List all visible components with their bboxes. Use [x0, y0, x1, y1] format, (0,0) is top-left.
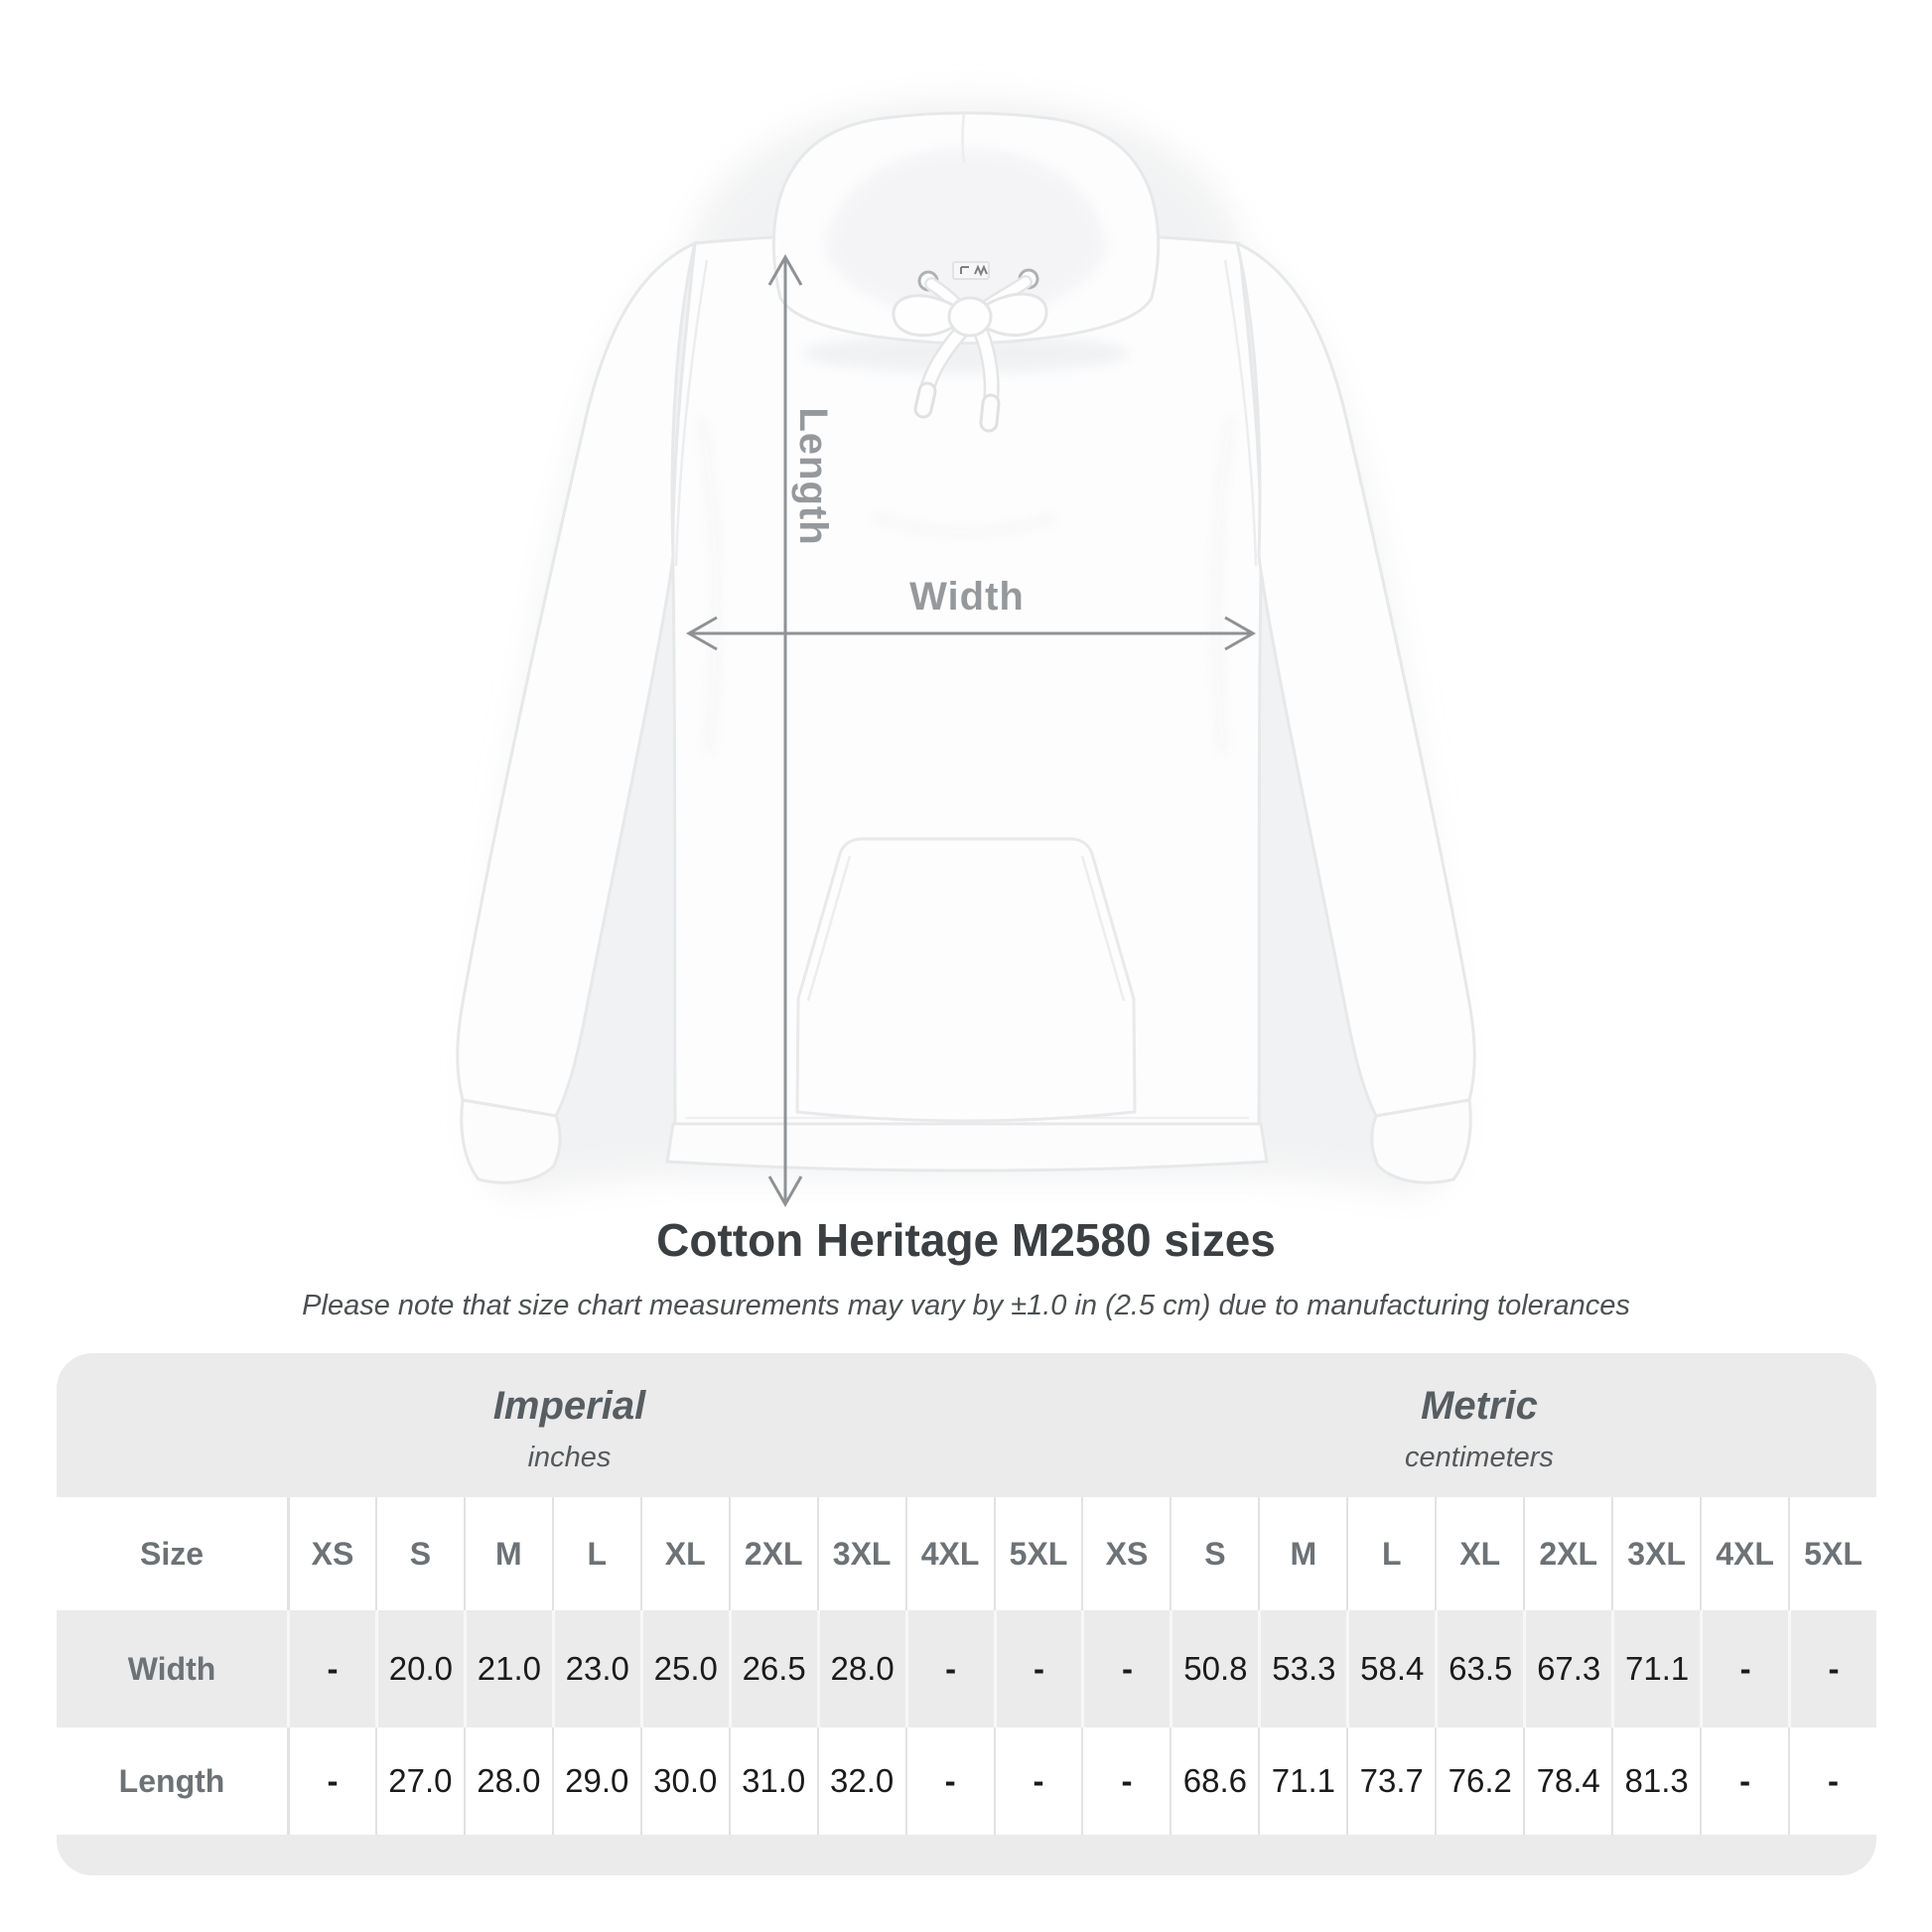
size-header-cell: 5XL [1788, 1497, 1876, 1610]
hoodie-hem-band [665, 1122, 1269, 1173]
width-value-cell: 67.3 [1523, 1610, 1611, 1727]
size-table-panel: Imperial inches Metric centimeters Size … [57, 1353, 1876, 1875]
unit-group-unit: inches [527, 1442, 612, 1473]
width-value-cell: 53.3 [1258, 1610, 1346, 1727]
size-header-cell: 3XL [816, 1497, 905, 1610]
size-header-cell: S [374, 1497, 464, 1610]
length-value-cell: - [1700, 1727, 1789, 1835]
size-header-cell: 2XL [1523, 1497, 1612, 1610]
length-value-cell: 28.0 [463, 1727, 552, 1835]
armhole-seam-right [1223, 259, 1258, 567]
size-header-cell: M [463, 1497, 552, 1610]
width-value-cell: - [1788, 1610, 1876, 1727]
width-value-cell: 28.0 [816, 1610, 905, 1727]
size-header-cell: XS [287, 1497, 375, 1610]
width-arrow [685, 616, 1257, 651]
size-header-cell: XL [1435, 1497, 1524, 1610]
hood-center-seam [961, 113, 966, 164]
width-value-cell: 50.8 [1170, 1610, 1258, 1727]
length-value-cell: 29.0 [551, 1727, 640, 1835]
length-row-label: Length [57, 1727, 287, 1835]
width-value-cell: 23.0 [551, 1610, 640, 1727]
page-title: Cotton Heritage M2580 sizes [656, 1214, 1276, 1266]
tolerance-note: Please note that size chart measurements… [302, 1290, 1630, 1321]
width-value-cell: 21.0 [463, 1610, 552, 1727]
length-value-cell: 27.0 [374, 1727, 464, 1835]
length-value-cell: 32.0 [816, 1727, 905, 1835]
armhole-seam-left [674, 259, 709, 567]
width-value-cell: 63.5 [1435, 1610, 1523, 1727]
length-value-cell: 73.7 [1346, 1727, 1436, 1835]
width-value-cell: - [1081, 1610, 1170, 1727]
pocket-stitch-left [806, 855, 852, 1002]
unit-group-metric: Metric centimeters [1082, 1353, 1876, 1497]
size-header-cell: L [551, 1497, 640, 1610]
width-value-cell: 26.5 [728, 1610, 817, 1727]
size-header-cell: 4XL [1700, 1497, 1789, 1610]
length-value-cell: 68.6 [1170, 1727, 1259, 1835]
length-value-cell: - [287, 1727, 375, 1835]
length-value-cell: - [904, 1727, 994, 1835]
length-value-cell: 71.1 [1258, 1727, 1347, 1835]
length-value-cell: 76.2 [1435, 1727, 1524, 1835]
unit-group-name: Imperial [492, 1384, 646, 1428]
length-arrow-label: Length [791, 407, 835, 545]
length-value-cell: - [1081, 1727, 1171, 1835]
hood-chest-shadow [802, 334, 1130, 373]
size-header-cell: XS [1081, 1497, 1171, 1610]
length-value-cell: - [1788, 1727, 1876, 1835]
size-row-label: Size [57, 1497, 287, 1610]
length-value-cell: 81.3 [1611, 1727, 1701, 1835]
unit-group-name: Metric [1421, 1384, 1538, 1428]
kangaroo-pocket [795, 837, 1137, 1123]
size-header-cell: XL [639, 1497, 729, 1610]
unit-group-imperial: Imperial inches [57, 1353, 1082, 1497]
unit-group-unit: centimeters [1405, 1442, 1554, 1473]
width-value-cell: 58.4 [1346, 1610, 1435, 1727]
size-header-cell: L [1346, 1497, 1436, 1610]
length-value-cell: 30.0 [639, 1727, 729, 1835]
hoodie-size-diagram: Length Width [456, 99, 1476, 1208]
width-value-cell: 20.0 [374, 1610, 464, 1727]
length-value-cell: 31.0 [728, 1727, 817, 1835]
width-value-cell: 71.1 [1611, 1610, 1700, 1727]
fabric-folds [698, 416, 1234, 756]
size-header-cell: 5XL [993, 1497, 1082, 1610]
width-value-cell: 25.0 [639, 1610, 729, 1727]
size-header-cell: S [1170, 1497, 1259, 1610]
pocket-stitch-right [1080, 855, 1126, 1002]
size-table: Size XS S M L XL 2XL 3XL 4XL 5XL XS S M … [57, 1497, 1876, 1835]
width-value-cell: - [287, 1610, 375, 1727]
length-value-cell: - [993, 1727, 1082, 1835]
width-arrow-label: Width [909, 575, 1025, 619]
unit-header-row: Imperial inches Metric centimeters [57, 1353, 1876, 1497]
width-value-cell: - [904, 1610, 994, 1727]
hoodie-cuff-right [1370, 1098, 1472, 1184]
width-value-cell: - [1700, 1610, 1788, 1727]
collar-label [952, 261, 990, 280]
size-header-cell: 2XL [728, 1497, 817, 1610]
length-value-cell: 78.4 [1523, 1727, 1612, 1835]
size-header-cell: 4XL [904, 1497, 994, 1610]
hoodie-cuff-left [460, 1098, 562, 1184]
width-row-label: Width [127, 1650, 216, 1687]
drawstring-bow [892, 275, 1048, 433]
size-header-cell: 3XL [1611, 1497, 1701, 1610]
size-header-cell: M [1258, 1497, 1347, 1610]
length-arrow [767, 253, 803, 1208]
width-value-cell: - [993, 1610, 1082, 1727]
